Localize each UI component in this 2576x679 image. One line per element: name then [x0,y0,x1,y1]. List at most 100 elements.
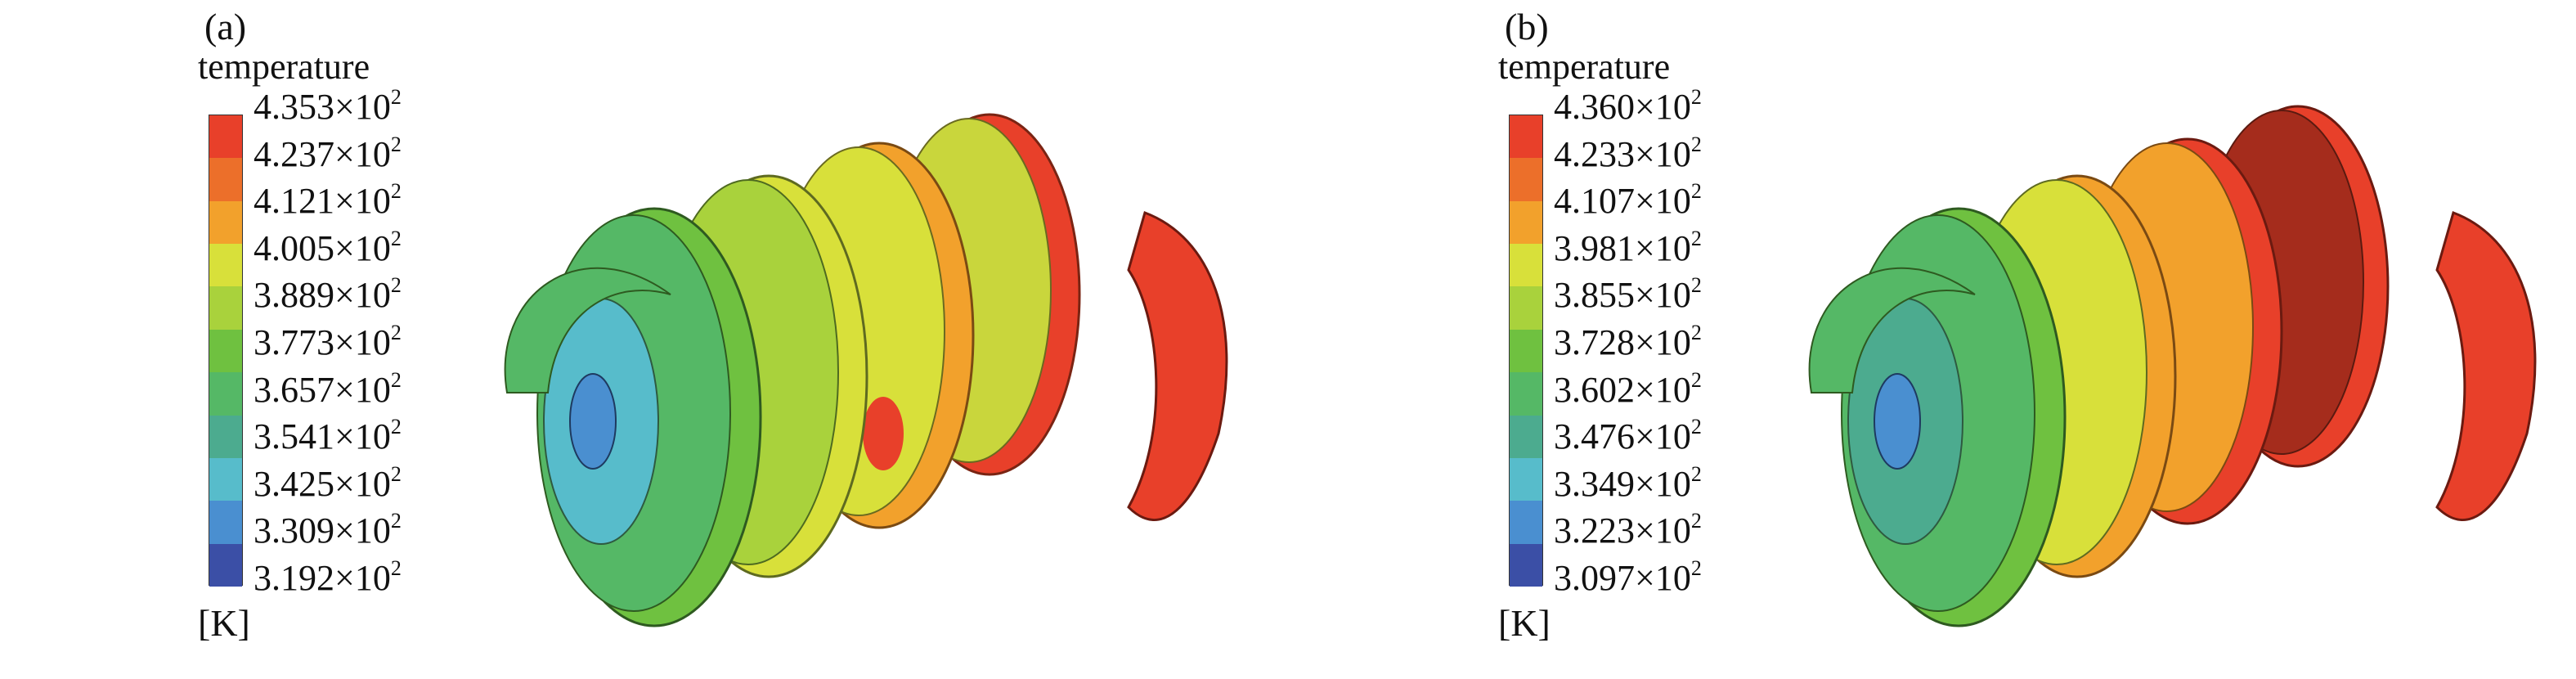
blade-rear-a [1127,211,1228,521]
unit-label-a: [K] [198,602,250,644]
colorbar-segment [1510,329,1542,373]
tick-exponent: 2 [1690,179,1702,204]
colorbar-segment [1510,501,1542,545]
legend-title-a: temperature [198,47,370,87]
colorbar-a [209,115,243,587]
colorbar-segment [1510,372,1542,416]
tick-label: 3.855×102 [1554,275,1702,313]
tick-label: 3.425×102 [254,461,402,504]
tick-exponent: 2 [1690,321,1702,344]
legend-title-b: temperature [1498,47,1671,87]
tick-label: 4.360×102 [1554,87,1702,125]
tick-mantissa: 3.981×10 [1554,227,1691,268]
tick-mantissa: 4.107×10 [1554,181,1691,222]
panel-a: (a) temperature 4.353×102 4.237×102 4.121×… [0,0,1276,679]
tick-exponent: 2 [390,367,402,392]
tick-mantissa: 3.349×10 [1554,463,1691,504]
tick-exponent: 2 [390,556,402,580]
tick-exponent: 2 [390,132,402,156]
tick-mantissa: 3.889×10 [254,275,391,316]
tick-mantissa: 3.223×10 [1554,510,1691,551]
tick-mantissa: 3.728×10 [1554,322,1691,362]
tick-mantissa: 4.121×10 [254,181,391,222]
tick-mantissa: 3.097×10 [1554,558,1691,598]
tick-mantissa: 4.353×10 [254,87,391,127]
tick-label: 3.728×102 [1554,322,1702,361]
tick-exponent: 2 [1690,415,1702,439]
colorbar-segment [209,329,242,373]
colorbar-segment [1510,158,1542,202]
tick-mantissa: 3.657×10 [254,369,391,410]
tick-mantissa: 3.309×10 [254,510,391,551]
panel-b: (b) temperature 4.360×102 4.233×102 4.107×… [1300,0,2576,679]
tick-label: 3.349×102 [1554,461,1702,504]
tick-label: 3.541×102 [254,416,402,455]
tick-exponent: 2 [1690,226,1702,250]
colorbar-segment [209,415,242,459]
tick-mantissa: 4.005×10 [254,227,391,268]
tick-label: 4.233×102 [1554,133,1702,174]
tick-label: 3.223×102 [1554,510,1702,549]
blade-rear-b [2435,211,2537,521]
tick-exponent: 2 [1690,509,1702,533]
colorbar-b [1509,115,1543,587]
tick-exponent: 2 [390,461,402,486]
tick-label: 3.476×102 [1554,416,1702,455]
tick-mantissa: 3.476×10 [1554,416,1691,457]
colorbar-segment [1510,244,1542,287]
colorbar-segment [1510,200,1542,245]
tick-exponent: 2 [390,226,402,250]
tick-label: 4.107×102 [1554,181,1702,219]
tick-exponent: 2 [1690,556,1702,580]
tick-mantissa: 3.541×10 [254,416,391,457]
tick-exponent: 2 [390,273,402,298]
colorbar-segment [209,372,242,416]
tick-exponent: 2 [390,85,402,109]
colorbar-segment [1510,286,1542,331]
colorbar-segment [1510,115,1542,159]
colorbar-segment [209,501,242,545]
tick-mantissa: 4.237×10 [254,133,391,174]
tick-exponent: 2 [1690,461,1702,486]
tick-label: 3.981×102 [1554,226,1702,268]
colorbar-segment [209,115,242,159]
tick-label: 4.237×102 [254,132,402,174]
tick-exponent: 2 [390,179,402,204]
tick-exponent: 2 [390,415,402,439]
tick-label: 4.005×102 [254,226,402,268]
tick-exponent: 2 [1690,367,1702,392]
tick-label: 3.309×102 [254,510,402,549]
tick-label: 3.889×102 [254,275,402,313]
tick-exponent: 2 [1690,85,1702,109]
colorbar-segment [1510,415,1542,459]
tick-mantissa: 3.425×10 [254,463,391,504]
tick-exponent: 2 [390,509,402,533]
colorbar-segment [1510,457,1542,501]
colorbar-segment [209,286,242,331]
tick-label: 4.121×102 [254,181,402,219]
colorbar-segment [209,457,242,501]
unit-label-b: [K] [1498,602,1551,644]
tick-exponent: 2 [390,321,402,344]
colorbar-segment [209,200,242,245]
tick-label: 3.192×102 [254,558,402,596]
tick-exponent: 2 [1690,273,1702,298]
panel-label-b: (b) [1505,6,1549,47]
tick-label: 4.353×102 [254,87,402,125]
tick-label: 3.097×102 [1554,558,1702,596]
pump-model-a [504,113,1228,627]
tick-mantissa: 3.773×10 [254,322,391,362]
colorbar-segment [209,244,242,287]
colorbar-segment [1510,543,1542,587]
tick-mantissa: 3.192×10 [254,558,391,598]
pump-model-b [1808,105,2537,627]
panel-label-a: (a) [204,6,247,47]
tick-label: 3.602×102 [1554,367,1702,410]
tick-label: 3.657×102 [254,367,402,410]
tick-mantissa: 3.602×10 [1554,369,1691,410]
tick-mantissa: 4.360×10 [1554,87,1691,127]
tick-label: 3.773×102 [254,322,402,361]
colorbar-segment [209,158,242,202]
tick-mantissa: 4.233×10 [1554,133,1691,174]
colorbar-segment [209,543,242,587]
